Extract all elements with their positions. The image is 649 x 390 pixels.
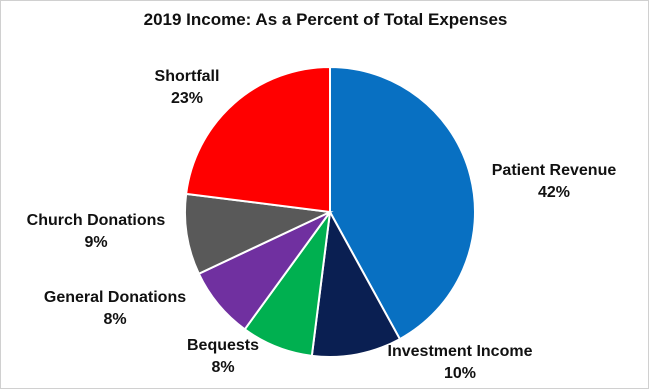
slice-value-label: 9% — [84, 234, 107, 251]
slice-value-label: 42% — [538, 184, 570, 201]
slice-value-label: 8% — [211, 359, 234, 376]
pie-slice-investment-income — [310, 208, 402, 358]
slice-value-label: 8% — [103, 311, 126, 328]
pie-slice-church-donations — [184, 192, 334, 276]
pie-slice-shortfall — [185, 65, 331, 214]
pie-labels: Patient Revenue 42% Investment Income 10% Be… — [27, 68, 617, 382]
slice-label: Investment Income — [388, 343, 533, 360]
slice-label: Church Donations — [27, 212, 166, 229]
pie-slices — [184, 65, 476, 358]
chart-title: 2019 Income: As a Percent of Total Expen… — [143, 10, 508, 29]
slice-label: General Donations — [44, 289, 186, 306]
slice-value-label: 23% — [171, 90, 203, 107]
slice-label: Patient Revenue — [492, 162, 617, 179]
slice-label: Shortfall — [155, 68, 220, 85]
slice-label: Bequests — [187, 337, 259, 354]
pie-slice-patient-revenue — [329, 65, 476, 341]
slice-value-label: 10% — [444, 365, 476, 382]
